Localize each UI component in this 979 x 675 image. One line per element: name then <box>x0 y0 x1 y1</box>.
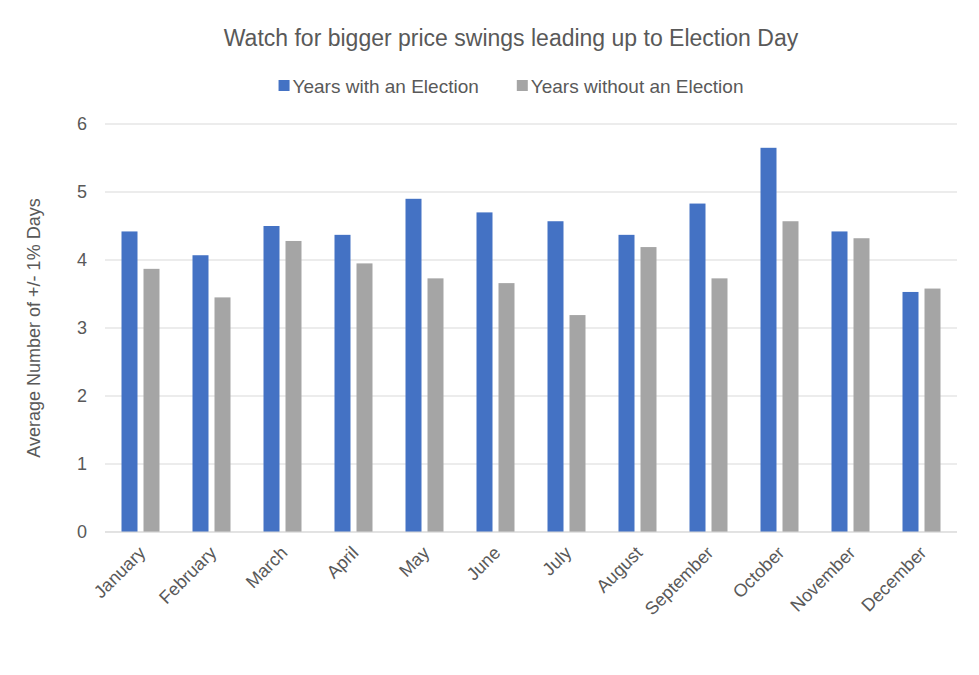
bar <box>477 212 493 532</box>
legend-label: Years without an Election <box>531 76 744 97</box>
title: Watch for bigger price swings leading up… <box>224 25 799 51</box>
x-tick-label: May <box>395 543 433 581</box>
x-tick-label: February <box>155 543 220 608</box>
bar <box>428 278 444 532</box>
bar <box>193 255 209 532</box>
bars <box>122 148 941 532</box>
x-tick-label: October <box>729 543 788 602</box>
y-tick-label: 4 <box>77 250 87 270</box>
x-tick-label: September <box>641 543 717 619</box>
x-tick-label: July <box>539 543 576 580</box>
bar <box>548 221 564 532</box>
grid-line <box>105 260 957 261</box>
grid-line <box>105 192 957 193</box>
bar <box>215 297 231 532</box>
bar <box>286 241 302 532</box>
y-tick-label: 6 <box>77 114 87 134</box>
x-tick-label: August <box>593 543 647 597</box>
y-tick-label: 1 <box>77 454 87 474</box>
legend-swatch <box>517 80 528 91</box>
grid-line <box>105 124 957 125</box>
grid-line <box>105 464 957 465</box>
grid-line <box>105 396 957 397</box>
bar <box>122 231 138 532</box>
bar <box>761 148 777 532</box>
bar <box>264 226 280 532</box>
bar <box>335 235 351 532</box>
bar <box>619 235 635 532</box>
grid-line <box>105 328 957 329</box>
bar <box>641 247 657 532</box>
bar <box>712 278 728 532</box>
bar <box>903 292 919 532</box>
y-tick-label: 0 <box>77 522 87 542</box>
bar <box>499 283 515 532</box>
bar <box>832 231 848 532</box>
legend-swatch <box>279 80 290 91</box>
bar <box>144 269 160 532</box>
x-tick-label: January <box>90 543 149 602</box>
y-tick-label: 3 <box>77 318 87 338</box>
bar <box>925 289 941 532</box>
x-tick-label: June <box>463 543 505 585</box>
bar <box>406 199 422 532</box>
bar <box>570 315 586 532</box>
bar <box>357 263 373 532</box>
chart: Watch for bigger price swings leading up… <box>0 0 979 675</box>
x-tick-label: December <box>857 543 930 616</box>
y-axis-label: Average Number of +/- 1% Days <box>24 198 44 457</box>
x-tick-label: November <box>786 543 859 616</box>
legend: Years with an Election Years without an E… <box>279 76 744 97</box>
x-tick-label: April <box>323 543 363 583</box>
bar <box>783 221 799 532</box>
bar <box>854 238 870 532</box>
bar <box>690 204 706 532</box>
legend-label: Years with an Election <box>293 76 479 97</box>
y-tick-label: 5 <box>77 182 87 202</box>
y-tick-label: 2 <box>77 386 87 406</box>
grid-line <box>105 532 957 533</box>
x-tick-label: March <box>242 543 292 593</box>
x-axis <box>105 532 957 533</box>
